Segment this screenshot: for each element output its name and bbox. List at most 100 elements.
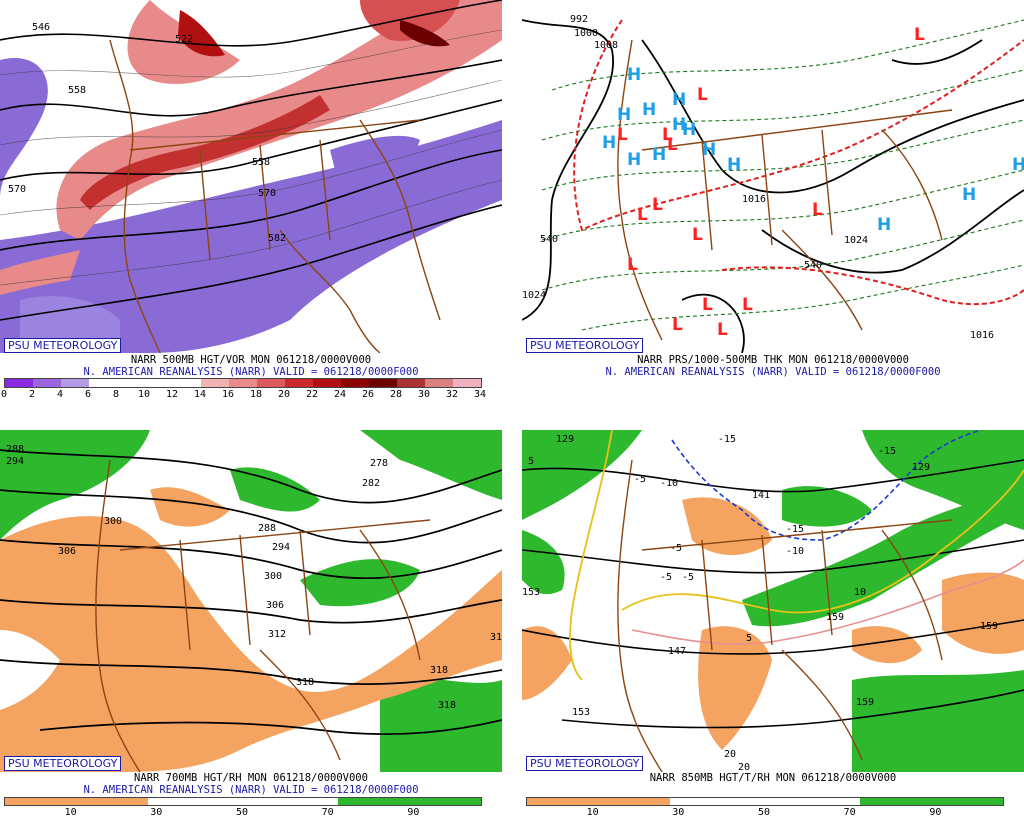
colorbar-swatch <box>717 798 765 805</box>
contour-label: 558 <box>252 157 270 168</box>
panel-caption: NARR 700MB HGT/RH MON 061218/0000V000 <box>134 772 368 784</box>
colorbar-swatch <box>453 379 481 387</box>
svg-text:L: L <box>662 125 673 145</box>
colorbar-swatch <box>860 798 908 805</box>
colorbar-swatch <box>574 798 623 805</box>
colorbar-tick-label: 34 <box>473 389 487 400</box>
contour-label: 522 <box>175 34 193 45</box>
contour-label: 570 <box>8 184 26 195</box>
colorbar-tick-label: 24 <box>333 389 347 400</box>
svg-text:H: H <box>617 105 631 125</box>
colorbar-swatch <box>285 379 313 387</box>
colorbar-tick-label: 50 <box>757 807 771 818</box>
svg-text:H: H <box>627 150 641 170</box>
colorbar-swatch <box>764 798 813 805</box>
contour-label: 306 <box>58 546 76 557</box>
svg-text:H: H <box>727 155 741 175</box>
contour-label: 129 <box>912 462 930 473</box>
contour-label: 282 <box>362 478 380 489</box>
colorbar-swatch <box>622 798 670 805</box>
svg-text:L: L <box>692 225 703 245</box>
rh700-map: 288 294 300 306 278 282 288 294 300 306 … <box>0 430 502 772</box>
svg-text:H: H <box>672 115 686 135</box>
contour-label: 312 <box>268 629 286 640</box>
contour-label: 159 <box>980 621 998 632</box>
svg-text:L: L <box>812 200 823 220</box>
contour-label: 147 <box>668 646 686 657</box>
colorbar-swatch <box>195 798 243 805</box>
svg-text:L: L <box>697 85 708 105</box>
contour-label: 10 <box>854 587 866 598</box>
contour-label: 20 <box>738 762 750 772</box>
colorbar-swatch <box>290 798 339 805</box>
colorbar-swatch <box>369 379 397 387</box>
panel-caption: NARR PRS/1000-500MB THK MON 061218/0000V… <box>637 354 909 366</box>
colorbar-tick-label: 10 <box>586 807 599 818</box>
svg-text:L: L <box>702 295 713 315</box>
colorbar-swatch <box>33 379 61 387</box>
colorbar-tick-label: 18 <box>249 389 263 400</box>
rh700-colorbar-ticks: 10 30 50 70 90 <box>4 807 480 818</box>
temp850-contour-labels: 129 -15 -15 129 -5 -10 141 -15 -10 -5 -5… <box>522 434 998 772</box>
contour-label: 570 <box>258 188 276 199</box>
rh700-contour-labels: 288 294 300 306 278 282 288 294 300 306 … <box>6 444 502 711</box>
colorbar-tick-label: 26 <box>361 389 375 400</box>
colorbar-swatch <box>147 798 196 805</box>
colorbar-swatch <box>907 798 956 805</box>
contour-label: -15 <box>878 446 896 457</box>
colorbar-swatch <box>338 798 386 805</box>
colorbar-tick-label: 8 <box>112 389 120 400</box>
colorbar-swatch <box>201 379 229 387</box>
colorbar-tick-label: 30 <box>150 807 163 818</box>
panel-caption: NARR 500MB HGT/VOR MON 061218/0000V000 <box>130 354 372 366</box>
panel-caption: NARR 850MB HGT/T/RH MON 061218/0000V000 <box>649 772 897 784</box>
colorbar-swatch <box>89 379 117 387</box>
contour-label: -15 <box>718 434 736 445</box>
colorbar-tick-label: 28 <box>389 389 403 400</box>
psu-meteorology-badge: PSU METEOROLOGY <box>4 338 122 353</box>
colorbar-swatch <box>5 798 53 805</box>
svg-text:L: L <box>637 205 648 225</box>
contour-label: -5 <box>660 572 672 583</box>
svg-text:H: H <box>672 90 686 110</box>
svg-text:H: H <box>877 215 891 235</box>
contour-label: 318 <box>438 700 456 711</box>
contour-label: 300 <box>104 516 122 527</box>
contour-label: 1024 <box>844 235 868 246</box>
contour-label: 153 <box>522 587 540 598</box>
colorbar-tick-label: 70 <box>843 807 856 818</box>
contour-label: 159 <box>856 697 874 708</box>
pressure-contour-labels: 992 1000 1008 1016 540 1024 1016 1024 54… <box>522 14 994 341</box>
contour-label: 129 <box>556 434 574 445</box>
svg-text:H: H <box>642 100 656 120</box>
colorbar-swatch <box>341 379 369 387</box>
contour-label: 288 <box>258 523 276 534</box>
svg-text:L: L <box>617 125 628 145</box>
temp850-colorbar-ticks: 10 30 50 70 90 <box>526 807 1002 818</box>
contour-label: 318 <box>430 665 448 676</box>
svg-text:L: L <box>627 255 638 275</box>
colorbar-swatch <box>397 379 425 387</box>
svg-text:H: H <box>1012 155 1024 175</box>
contour-label: 546 <box>32 22 50 33</box>
contour-label: 1008 <box>594 40 618 51</box>
rh700-panel: 288 294 300 306 278 282 288 294 300 306 … <box>0 430 502 819</box>
contour-label: -10 <box>660 478 678 489</box>
colorbar-swatch <box>5 379 33 387</box>
vorticity-map: 546 522 558 570 570 582 558 <box>0 0 502 353</box>
colorbar-swatch <box>173 379 201 387</box>
colorbar-tick-label: 32 <box>445 389 459 400</box>
colorbar-swatch <box>100 798 148 805</box>
contour-label: -5 <box>634 474 646 485</box>
colorbar-tick-label: 14 <box>193 389 207 400</box>
colorbar-tick-label: 90 <box>929 807 942 818</box>
vorticity-panel: 546 522 558 570 570 582 558 PSU METEOROL… <box>0 0 502 400</box>
colorbar-tick-label: 16 <box>221 389 235 400</box>
contour-label: 582 <box>268 233 286 244</box>
psu-meteorology-badge: PSU METEOROLOGY <box>4 756 122 771</box>
colorbar-swatch <box>117 379 145 387</box>
colorbar-swatch <box>812 798 861 805</box>
contour-label: -5 <box>682 572 694 583</box>
